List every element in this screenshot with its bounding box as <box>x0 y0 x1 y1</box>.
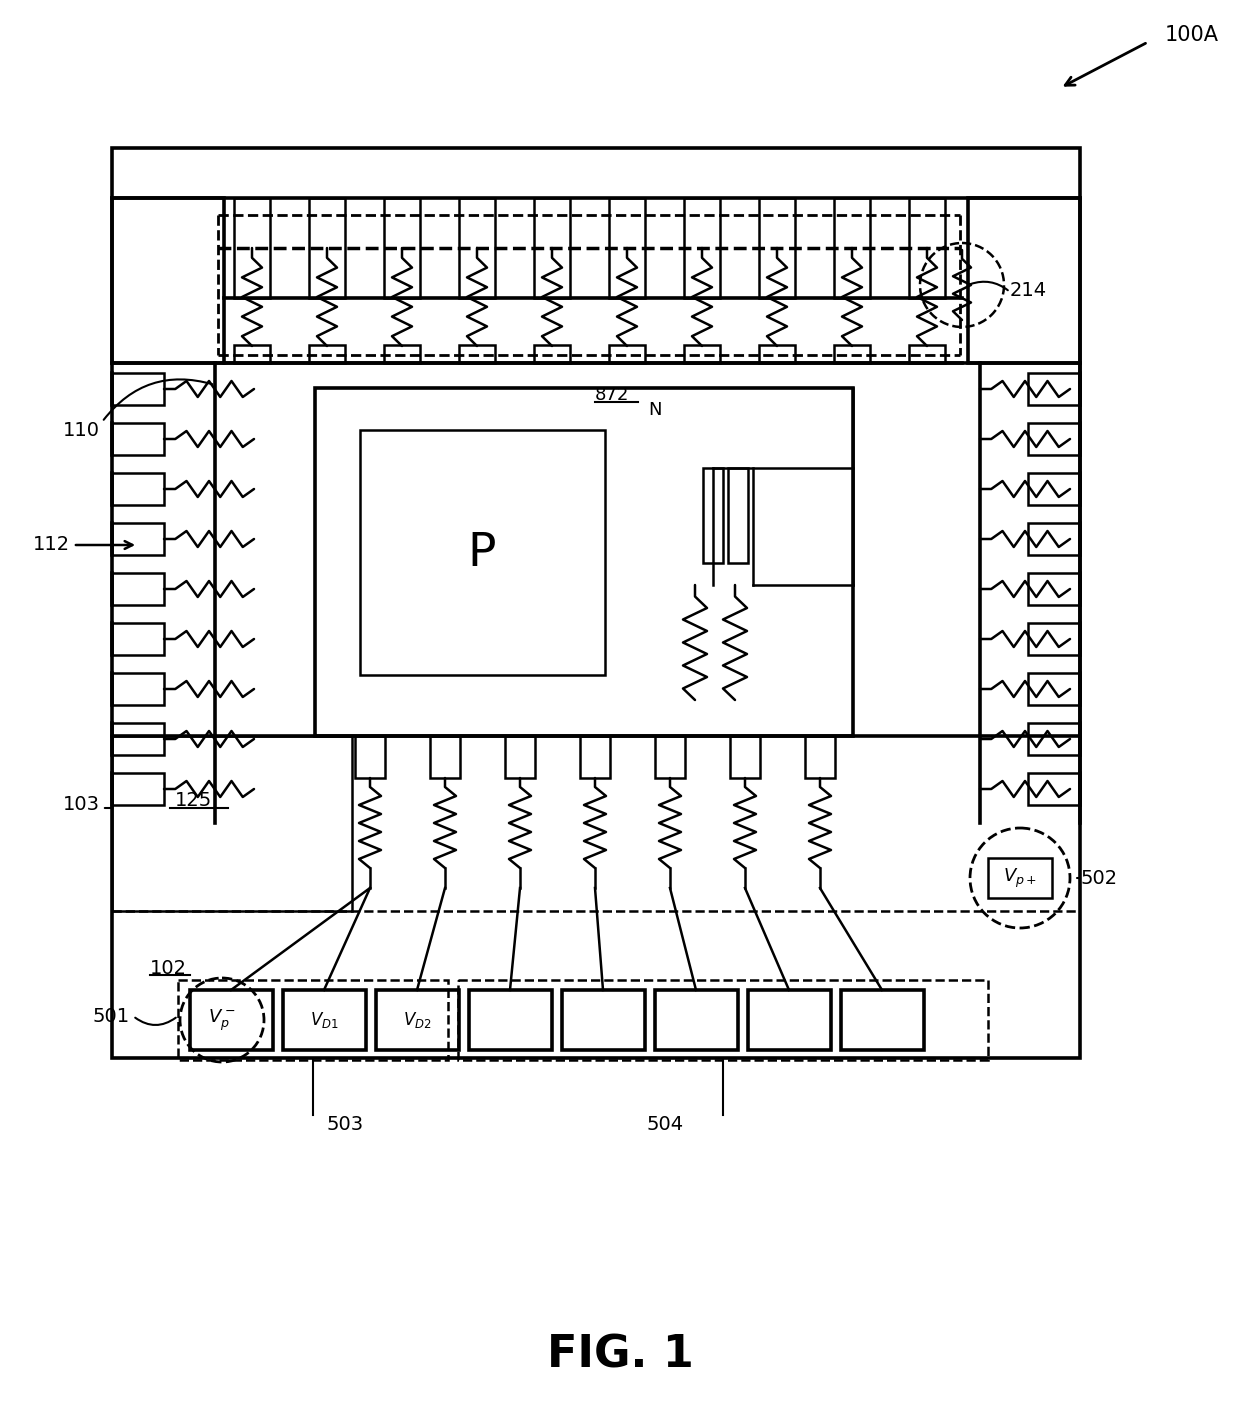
Bar <box>112 773 164 805</box>
Text: FIG. 1: FIG. 1 <box>547 1333 693 1377</box>
Bar <box>968 198 1080 363</box>
Bar <box>112 148 1080 1058</box>
Bar <box>315 387 853 736</box>
Bar <box>534 198 570 298</box>
Bar <box>988 859 1052 899</box>
Text: 102: 102 <box>150 958 187 977</box>
Bar <box>112 736 352 911</box>
Bar <box>580 736 610 778</box>
Bar <box>684 198 720 298</box>
Bar <box>112 723 164 755</box>
Bar <box>179 980 448 1059</box>
Bar <box>355 736 384 778</box>
Bar <box>1028 572 1080 605</box>
Text: P: P <box>467 531 496 575</box>
Bar <box>112 523 164 555</box>
Text: 501: 501 <box>93 1007 130 1025</box>
Text: 503: 503 <box>326 1115 363 1134</box>
Bar <box>505 736 534 778</box>
Text: $V_p^-$: $V_p^-$ <box>208 1007 236 1032</box>
Bar <box>609 345 645 363</box>
Bar <box>655 990 738 1049</box>
Bar <box>759 345 795 363</box>
Bar <box>684 345 720 363</box>
Bar <box>909 345 945 363</box>
Bar <box>835 198 870 298</box>
Bar <box>1028 423 1080 456</box>
Bar <box>309 198 345 298</box>
Bar <box>112 674 164 705</box>
Bar <box>703 468 723 562</box>
Bar <box>234 198 270 298</box>
Bar <box>190 990 273 1049</box>
Bar <box>1028 473 1080 506</box>
Bar <box>1028 723 1080 755</box>
Bar <box>805 736 835 778</box>
Text: 125: 125 <box>175 790 212 809</box>
Bar <box>384 345 420 363</box>
Text: 502: 502 <box>1080 869 1117 887</box>
Text: 872: 872 <box>595 386 630 404</box>
Bar <box>562 990 645 1049</box>
Bar <box>728 468 748 562</box>
Bar <box>1028 674 1080 705</box>
Bar <box>112 572 164 605</box>
Text: 504: 504 <box>646 1115 683 1134</box>
Text: N: N <box>649 402 661 419</box>
Text: 103: 103 <box>63 796 100 815</box>
Bar <box>376 990 459 1049</box>
Bar <box>112 473 164 506</box>
Bar <box>909 198 945 298</box>
Bar <box>655 736 684 778</box>
Bar <box>112 373 164 404</box>
Text: $V_{p+}$: $V_{p+}$ <box>1003 866 1037 890</box>
Bar <box>835 345 870 363</box>
Bar <box>1028 773 1080 805</box>
Text: 112: 112 <box>33 535 69 554</box>
Text: $V_{D2}$: $V_{D2}$ <box>403 1010 432 1030</box>
Bar <box>609 198 645 298</box>
Bar <box>112 624 164 655</box>
Bar <box>459 345 495 363</box>
Bar <box>469 990 552 1049</box>
Bar <box>1028 523 1080 555</box>
Text: 214: 214 <box>1011 281 1047 299</box>
Bar <box>384 198 420 298</box>
Bar <box>112 198 224 363</box>
Text: 100A: 100A <box>1166 26 1219 46</box>
Bar <box>430 736 460 778</box>
Bar <box>730 736 760 778</box>
Text: $V_{D1}$: $V_{D1}$ <box>310 1010 339 1030</box>
Bar <box>748 990 831 1049</box>
Text: 110: 110 <box>63 420 100 440</box>
Bar <box>309 345 345 363</box>
Bar <box>283 990 366 1049</box>
Bar <box>1028 624 1080 655</box>
Bar <box>360 430 605 675</box>
Bar <box>841 990 924 1049</box>
Bar <box>1028 373 1080 404</box>
Bar <box>459 198 495 298</box>
Bar <box>112 423 164 456</box>
Bar <box>534 345 570 363</box>
Bar <box>458 980 988 1059</box>
Bar <box>759 198 795 298</box>
Bar <box>234 345 270 363</box>
